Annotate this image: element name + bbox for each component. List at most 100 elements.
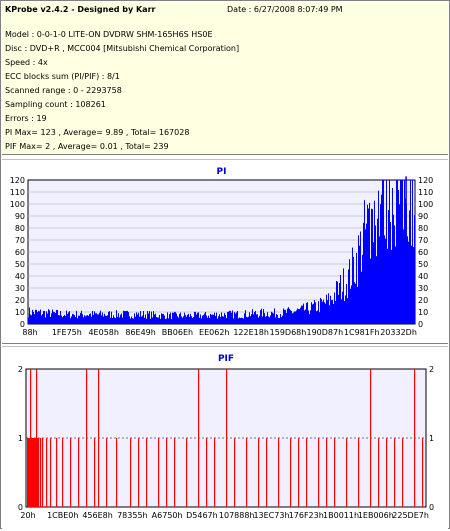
info-sampling: Sampling count : 108261 (5, 100, 106, 109)
pi-bar (331, 300, 332, 324)
pi-bar (102, 312, 103, 324)
pif-bar (46, 438, 48, 507)
pi-bar (389, 180, 390, 324)
pi-bar (174, 311, 175, 324)
pi-bar (345, 295, 346, 324)
pi-bar (73, 314, 74, 324)
info-panel: KProbe v2.4.2 - Designed by Karr Date : … (2, 2, 448, 155)
pi-bar (214, 312, 215, 324)
pi-bar (409, 210, 410, 324)
pi-bar (133, 318, 134, 324)
pi-bar (97, 314, 98, 324)
pi-bar (116, 310, 117, 324)
pi-bar (218, 316, 219, 324)
pif-bar (214, 438, 216, 507)
pi-bar (257, 314, 258, 324)
pi-bar (180, 312, 181, 324)
pi-bar (32, 309, 33, 324)
y-tick-label-right: 80 (418, 224, 428, 233)
pi-bar (110, 317, 111, 324)
pi-bar (106, 315, 107, 324)
pi-bar (54, 312, 55, 324)
pi-bar (276, 314, 277, 324)
pi-bar (68, 312, 69, 324)
pif-bar (42, 438, 44, 507)
pi-bar (369, 202, 370, 324)
pi-bar (328, 293, 329, 324)
pi-bar (205, 311, 206, 324)
pi-bar (112, 318, 113, 324)
pi-bar (376, 256, 377, 324)
pi-bar (398, 189, 399, 324)
pi-bar (278, 318, 279, 324)
pi-bar (105, 315, 106, 324)
pi-bar (251, 314, 252, 324)
pi-bar (411, 245, 412, 324)
pi-bar (396, 180, 397, 324)
pi-bar (383, 180, 384, 324)
pi-bar (127, 310, 128, 324)
pi-bar (226, 318, 227, 324)
pif-chart-panel: PIF 0 0 1 1 2 2 20h 1CBE0h 456E8h 78355h A6750h D546… (2, 346, 448, 529)
pi-bar (72, 313, 73, 324)
pi-bar (44, 311, 45, 324)
pi-bar (367, 204, 368, 324)
pif-bar (116, 438, 118, 507)
pi-bar (114, 317, 115, 324)
pi-bar (203, 315, 204, 324)
pi-bar (166, 318, 167, 324)
pi-bar (387, 248, 388, 324)
pi-bar (217, 318, 218, 324)
pi-bar (407, 236, 408, 324)
pi-bar (33, 311, 34, 324)
pi-bar (75, 317, 76, 324)
pi-bar (356, 252, 357, 324)
pi-bar (43, 310, 44, 324)
pi-bar (355, 283, 356, 324)
pi-bar (293, 312, 294, 324)
pi-bar (258, 317, 259, 324)
pi-bar (343, 268, 344, 324)
pi-bar (163, 313, 164, 324)
pi-bar (362, 254, 363, 324)
pi-bar (45, 317, 46, 324)
pi-bar (164, 315, 165, 324)
y-tick-label-left: 120 (10, 176, 25, 185)
pi-bar (291, 310, 292, 324)
pi-bar (147, 311, 148, 324)
pif-bar (258, 438, 260, 507)
pi-bar (187, 314, 188, 324)
pi-bar (86, 315, 87, 324)
pi-bar (269, 317, 270, 324)
pi-bar (60, 310, 61, 324)
pi-bar (300, 307, 301, 324)
x-tick-label: 225DE7h (392, 511, 429, 520)
pi-bar (414, 215, 415, 324)
x-tick-label: 4E058h (88, 328, 118, 337)
pi-bar (303, 303, 304, 324)
pif-bar (414, 369, 416, 507)
pi-bar (157, 317, 158, 324)
pi-bar (284, 309, 285, 324)
pif-bar (422, 438, 424, 507)
pif-bar (198, 369, 200, 507)
y-tick-label-right: 60 (418, 248, 428, 257)
pi-bar (298, 308, 299, 324)
pi-bar (311, 302, 312, 324)
pi-chart: PI 0 0 10 10 20 20 30 30 40 40 50 50 60 60 70 70 80 80 90 90… (10, 167, 434, 337)
pi-bar (99, 312, 100, 324)
pif-bar (358, 438, 360, 507)
pi-bar (170, 312, 171, 324)
pi-bar (326, 294, 327, 324)
y-tick-label-right: 90 (418, 212, 428, 221)
pi-bar (294, 311, 295, 324)
pi-bar (155, 313, 156, 324)
pi-bar (360, 231, 361, 324)
pi-bar (378, 190, 379, 324)
pi-bar (231, 312, 232, 324)
x-tick-label: 1CBE0h (47, 511, 78, 520)
pif-bar (86, 369, 88, 507)
pi-bar (162, 313, 163, 324)
pi-bar (215, 315, 216, 324)
